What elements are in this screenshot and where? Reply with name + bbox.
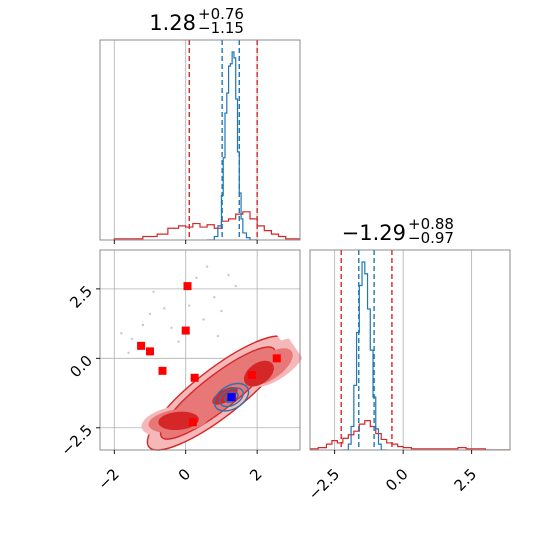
narrow-contour (213, 382, 250, 412)
broad-contour-inner (212, 386, 238, 405)
scatter-point (216, 334, 220, 338)
broad-contour-inner (243, 360, 274, 387)
sample-marker (181, 326, 190, 335)
scatter-point (234, 284, 237, 288)
param2-narrow-hist (342, 261, 387, 450)
scatter-point (163, 307, 166, 310)
scatter-point (202, 318, 205, 321)
param2-x-tick-label: 0.0 (382, 465, 412, 495)
sample-marker (188, 418, 197, 427)
joint-x-tick-label: −2 (94, 465, 122, 493)
scatter-point (205, 265, 209, 268)
axes-frames (99, 39, 511, 451)
param2-title-upper-error: +0.88 (408, 215, 454, 233)
sample-marker (137, 341, 146, 350)
param1-narrow-hist (207, 51, 258, 240)
scatter-point (227, 273, 230, 277)
sample-marker (183, 282, 192, 291)
scatter-point (177, 340, 180, 343)
narrow-contour (218, 387, 244, 408)
param1-title-upper-error: +0.76 (198, 5, 244, 23)
param1-axes-frame (99, 39, 301, 241)
broad-contour-inner (158, 411, 199, 431)
scatter-point (120, 332, 123, 335)
scatter-point (141, 323, 145, 327)
param2-x-tick-label: 2.5 (451, 465, 481, 495)
joint-y-tick-label: 2.5 (66, 282, 96, 312)
contour-layer (141, 335, 306, 451)
joint-x-tick-label: 2 (246, 465, 265, 484)
param2-broad-hist (310, 420, 510, 450)
param1-title: 1.28 +0.76−1.15 (149, 5, 244, 37)
param1-title-value: 1.28 (149, 11, 196, 35)
scatter-point (130, 337, 134, 341)
sample-marker (158, 366, 167, 375)
marker-layer (120, 265, 281, 427)
joint-x-tick-label: 0 (175, 465, 194, 484)
param2-x-tick-label: −2.5 (305, 465, 343, 503)
histogram-layer (113, 40, 510, 450)
param2-title-lower-error: −0.97 (408, 229, 454, 247)
titles: 1.28 +0.76−1.15 −1.29 +0.88−0.97 (149, 5, 454, 247)
scatter-point (220, 309, 223, 313)
joint-y-tick-label: −2.5 (58, 421, 96, 459)
sample-marker (146, 347, 154, 356)
scatter-point (195, 276, 198, 279)
sample-marker (272, 354, 281, 363)
sample-marker (247, 371, 256, 379)
sample-marker (190, 373, 199, 382)
param2-axes-frame (309, 249, 511, 451)
joint-y-tick-label: 0.0 (66, 352, 96, 382)
param2-title: −1.29 +0.88−0.97 (342, 215, 454, 247)
scatter-point (213, 296, 216, 299)
scatter-point (188, 304, 191, 307)
param1-title-lower-error: −1.15 (198, 19, 244, 37)
scatter-point (127, 351, 130, 354)
scatter-point (148, 312, 152, 316)
scatter-point (152, 290, 155, 293)
scatter-point (170, 326, 173, 329)
truth-marker (227, 393, 236, 402)
param1-broad-hist (113, 211, 300, 240)
param2-title-value: −1.29 (342, 221, 406, 245)
joint-axes-frame (99, 249, 301, 451)
